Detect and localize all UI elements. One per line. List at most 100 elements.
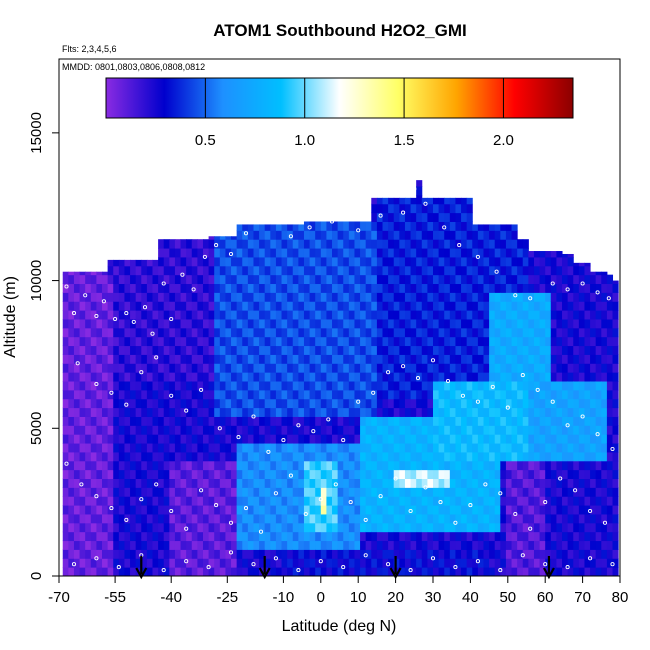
heat-cell — [511, 567, 518, 576]
heat-cell — [146, 381, 153, 391]
heat-cell — [438, 443, 445, 453]
heat-cell — [388, 505, 395, 515]
heat-cell — [461, 398, 468, 409]
heat-cell — [337, 239, 344, 249]
heat-cell — [202, 363, 210, 373]
heat-cell — [163, 558, 170, 568]
heat-cell — [517, 372, 524, 382]
heat-cell — [242, 487, 249, 497]
heat-cell — [382, 451, 389, 462]
heat-cell — [354, 434, 361, 444]
heat-cell — [438, 407, 445, 417]
heat-cell — [231, 496, 238, 506]
heat-cell — [259, 318, 266, 329]
heat-cell — [550, 251, 557, 258]
heat-cell — [354, 531, 361, 542]
heat-cell — [202, 558, 210, 568]
heat-cell — [130, 558, 137, 568]
heat-cell — [404, 496, 412, 506]
heat-cell — [584, 540, 591, 550]
heat-cell — [550, 434, 557, 444]
heat-cell — [466, 283, 473, 293]
heat-cell — [489, 363, 496, 373]
heat-cell — [354, 318, 361, 329]
heat-cell — [197, 327, 204, 338]
heat-cell — [494, 389, 501, 400]
heat-cell — [73, 345, 81, 355]
heat-cell — [461, 531, 468, 542]
heat-cell — [590, 416, 597, 426]
heat-cell — [438, 265, 445, 276]
heat-cell — [214, 478, 221, 488]
heat-cell — [219, 558, 226, 568]
heat-cell — [388, 221, 395, 231]
heat-cell — [550, 354, 557, 364]
heat-cell — [96, 469, 103, 480]
heat-cell — [455, 203, 462, 214]
heat-cell — [606, 513, 614, 524]
heat-cell — [191, 434, 198, 444]
heat-cell — [180, 549, 187, 559]
heat-cell — [421, 354, 428, 364]
heat-cell — [556, 310, 563, 320]
heat-cell — [202, 407, 210, 417]
sample-point — [131, 319, 136, 324]
heat-cell — [270, 265, 277, 276]
heat-cell — [483, 336, 490, 347]
heat-cell — [449, 469, 456, 480]
heat-cell — [348, 256, 355, 267]
heat-cell — [163, 505, 170, 515]
heat-cell — [247, 398, 254, 409]
heat-cell — [343, 310, 350, 320]
heat-cell — [85, 549, 92, 559]
heat-cell — [562, 398, 569, 409]
heat-cell — [102, 318, 109, 329]
heat-cell — [247, 345, 254, 355]
heat-cell — [247, 460, 254, 471]
heat-cell — [427, 549, 434, 559]
heat-cell — [438, 221, 445, 231]
heat-cell — [376, 301, 384, 311]
heat-cell — [466, 274, 473, 285]
heat-cell — [578, 292, 585, 302]
heat-cell — [191, 425, 198, 435]
heat-cell — [455, 381, 462, 391]
heat-cell — [550, 513, 557, 524]
heat-cell — [376, 363, 384, 373]
heat-cell — [113, 549, 120, 559]
heat-cell — [449, 248, 456, 258]
heat-cell — [191, 310, 198, 320]
heat-cell — [550, 549, 557, 559]
heat-cell — [236, 354, 243, 364]
heat-cell — [152, 549, 159, 559]
heat-cell — [113, 381, 120, 391]
heat-cell — [365, 558, 372, 568]
heat-cell — [421, 478, 428, 488]
heat-cell — [550, 318, 557, 329]
heat-cell — [567, 416, 574, 426]
heat-cell — [231, 487, 238, 497]
heat-cell — [337, 389, 344, 400]
heat-cell — [494, 443, 501, 453]
heat-cell — [292, 239, 299, 249]
heat-cell — [79, 469, 86, 480]
heat-cell — [590, 522, 597, 533]
heat-cell — [298, 398, 305, 409]
heat-cell — [236, 567, 243, 576]
heat-cell — [242, 478, 249, 488]
heat-cell — [371, 443, 378, 453]
heat-cell — [371, 354, 378, 364]
heat-cell — [158, 381, 165, 391]
heat-cell — [253, 416, 260, 426]
heat-cell — [169, 478, 176, 488]
heat-cell — [466, 310, 473, 320]
heat-cell — [197, 301, 204, 311]
heat-cell — [85, 505, 92, 515]
heat-cell — [113, 265, 120, 276]
heat-cell — [483, 407, 490, 417]
heat-cell — [410, 318, 417, 329]
heat-cell — [253, 389, 260, 400]
heatmap-field — [62, 180, 619, 576]
heat-cell — [433, 221, 440, 231]
heat-cell — [214, 292, 221, 302]
